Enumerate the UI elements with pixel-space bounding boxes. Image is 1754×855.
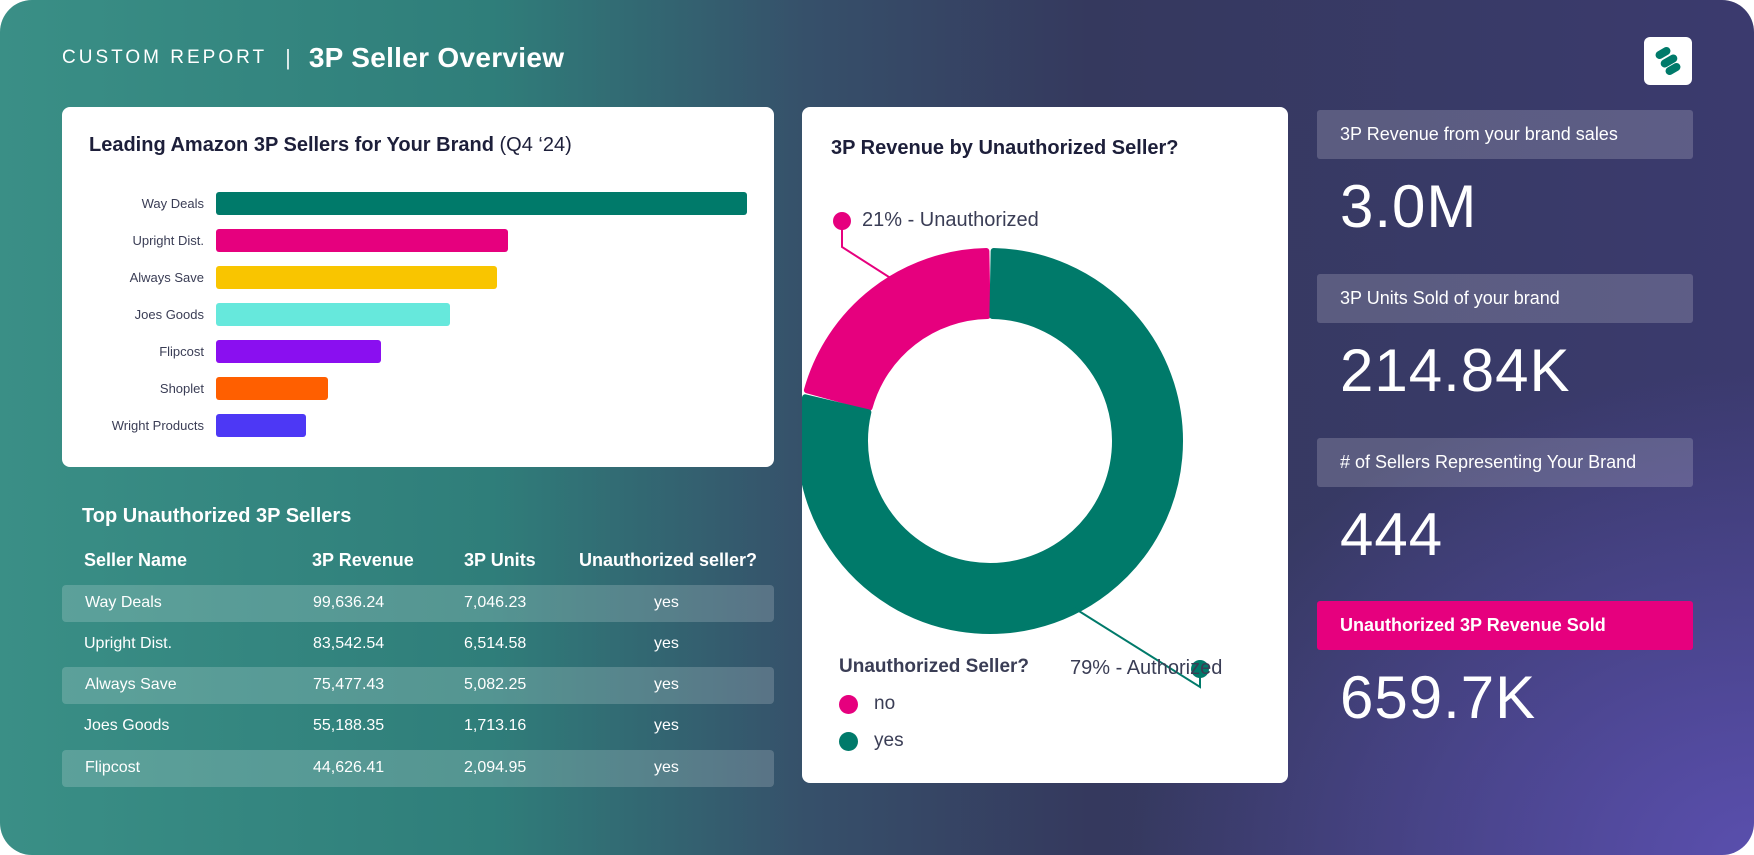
bar-category-label: Joes Goods [134,307,204,322]
kpi-label-unauthorized-revenue: Unauthorized 3P Revenue Sold [1317,601,1693,650]
cell-units: 5,082.25 [464,676,527,693]
bar-row: Wright Products [62,414,774,438]
table-row[interactable]: Upright Dist. 83,542.54 6,514.58 yes [62,626,774,663]
cell-unauthorized: yes [654,759,679,776]
bar-row: Joes Goods [62,303,774,327]
cell-revenue: 55,188.35 [313,717,385,734]
callout-authorized: 79% - Authorized [1070,657,1223,679]
cell-units: 2,094.95 [464,759,527,776]
bar-category-label: Wright Products [111,418,204,433]
bar-chart-title: Leading Amazon 3P Sellers for Your Brand… [89,134,572,157]
legend-title: Unauthorized Seller? [839,656,1030,677]
legend-item-yes[interactable]: yes [839,730,904,752]
donut-slice-authorized[interactable] [802,248,1183,634]
bar-mark[interactable] [216,266,498,289]
kpi-value-revenue: 3.0M [1340,173,1478,240]
bar-chart-title-main: Leading Amazon 3P Sellers for Your Brand [89,134,494,156]
bar-category-label: Shoplet [159,381,204,396]
callout-unauthorized: 21% - Unauthorized [862,209,1039,231]
leader-line-unauthorized-dot [833,212,851,230]
legend-item-no[interactable]: no [839,693,895,715]
cell-unauthorized: yes [654,594,679,611]
bar-mark[interactable] [216,377,328,400]
column-header-seller[interactable]: Seller Name [84,550,188,570]
legend-label: yes [874,730,904,751]
kpi-value-units: 214.84K [1340,337,1571,404]
donut-chart-title: 3P Revenue by Unauthorized Seller? [831,137,1179,159]
column-header-revenue[interactable]: 3P Revenue [312,550,414,570]
bar-row: Always Save [62,266,774,290]
cell-revenue: 75,477.43 [313,676,385,693]
bar-chart-title-period: (Q4 ‘24) [499,134,572,156]
report-header: CUSTOM REPORT | 3P Seller Overview [62,42,564,74]
kpi-value-sellers: 444 [1340,501,1444,568]
bar-category-label: Flipcost [159,344,204,359]
cell-units: 1,713.16 [464,717,527,734]
page-title: 3P Seller Overview [308,42,565,73]
kpi-label-units: 3P Units Sold of your brand [1317,274,1693,323]
leader-line-authorized-dot [1191,660,1209,678]
top-sellers-bar-chart-card: Leading Amazon 3P Sellers for Your Brand… [62,107,774,467]
legend-swatch [839,731,858,751]
bar-row: Upright Dist. [62,229,774,253]
cell-unauthorized: yes [654,676,679,693]
kpi-value-unauthorized-revenue: 659.7K [1340,664,1537,731]
cell-seller: Always Save [85,676,177,693]
cell-seller: Joes Goods [84,717,170,734]
bar-row: Shoplet [62,377,774,401]
bar-category-label: Way Deals [141,196,204,211]
cell-seller: Way Deals [85,594,162,611]
bar-mark[interactable] [216,192,747,215]
bar-row: Flipcost [62,340,774,364]
bar-category-label: Upright Dist. [132,233,204,248]
cell-seller: Upright Dist. [84,635,173,652]
table-row[interactable]: Always Save 75,477.43 5,082.25 yes [62,667,774,704]
cell-revenue: 44,626.41 [313,759,385,776]
bar-row: Way Deals [62,192,774,216]
bar-category-label: Always Save [129,270,204,285]
brand-logo-icon [1644,37,1692,85]
column-header-units[interactable]: 3P Units [464,550,536,570]
table-title: Top Unauthorized 3P Sellers [82,505,352,527]
bar-mark[interactable] [216,340,381,363]
column-header-unauthorized[interactable]: Unauthorized seller? [579,550,758,570]
cell-unauthorized: yes [654,635,679,652]
kpi-label-sellers: # of Sellers Representing Your Brand [1317,438,1693,487]
cell-units: 7,046.23 [464,594,527,611]
donut-slice-unauthorized[interactable] [803,248,991,411]
cell-unauthorized: yes [654,717,679,734]
kpi-label-revenue: 3P Revenue from your brand sales [1317,110,1693,159]
donut-chart [802,212,1209,689]
table-row[interactable]: Joes Goods 55,188.35 1,713.16 yes [62,708,774,745]
bar-mark[interactable] [216,414,307,437]
report-kicker: CUSTOM REPORT [62,47,268,68]
legend-swatch [839,694,858,714]
table-header-row: Seller Name 3P Revenue 3P Units Unauthor… [62,550,774,578]
table-row[interactable]: Way Deals 99,636.24 7,046.23 yes [62,585,774,622]
header-separator: | [285,45,291,70]
table-row[interactable]: Flipcost 44,626.41 2,094.95 yes [62,750,774,787]
legend-label: no [874,693,896,714]
cell-seller: Flipcost [85,759,141,776]
cell-units: 6,514.58 [464,635,527,652]
cell-revenue: 99,636.24 [313,594,385,611]
bar-mark[interactable] [216,303,450,326]
bar-mark[interactable] [216,229,509,252]
unauthorized-donut-card: 3P Revenue by Unauthorized Seller? 21% -… [802,107,1288,783]
cell-revenue: 83,542.54 [313,635,385,652]
